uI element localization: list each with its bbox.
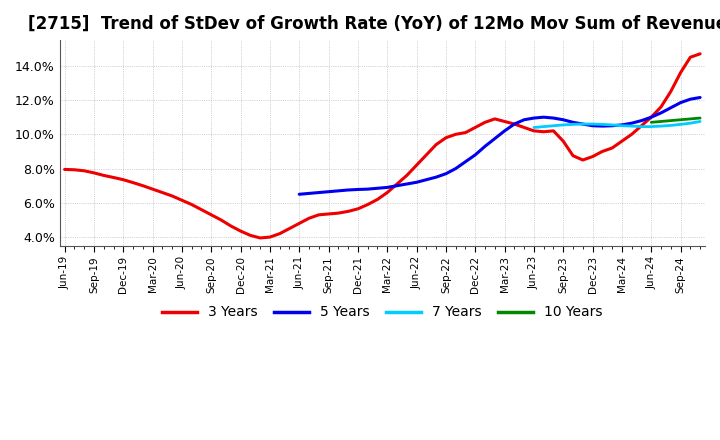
Line: 10 Years: 10 Years [651,118,700,122]
5 Years [315,190,323,195]
Line: 7 Years: 7 Years [534,121,700,128]
7 Years [608,122,616,128]
Line: 5 Years: 5 Years [300,98,700,194]
5 Years [354,187,362,192]
7 Years [578,121,587,127]
5 Years [676,100,685,105]
5 Years [667,105,675,110]
5 Years [295,192,304,197]
10 Years [647,120,655,125]
10 Years [657,119,665,124]
7 Years [647,124,655,129]
3 Years [217,217,225,223]
5 Years [364,187,372,192]
5 Years [539,114,548,120]
5 Years [647,114,655,120]
10 Years [696,115,704,121]
5 Years [569,120,577,125]
10 Years [686,116,695,121]
7 Years [676,122,685,127]
3 Years [256,235,264,241]
3 Years [344,209,353,214]
5 Years [305,191,313,196]
7 Years [588,121,597,127]
5 Years [510,121,518,127]
5 Years [392,183,401,188]
7 Years [559,122,567,128]
5 Years [520,117,528,122]
7 Years [637,124,646,129]
5 Years [481,144,490,149]
5 Years [373,186,382,191]
5 Years [618,122,626,128]
5 Years [588,123,597,128]
5 Years [471,152,480,158]
7 Years [618,123,626,128]
3 Years [696,51,704,56]
5 Years [422,177,431,182]
10 Years [676,117,685,122]
5 Years [324,189,333,194]
5 Years [441,171,450,176]
5 Years [549,115,558,121]
7 Years [598,122,607,127]
5 Years [686,96,695,102]
5 Years [559,117,567,122]
7 Years [657,124,665,129]
5 Years [461,159,469,165]
Title: [2715]  Trend of StDev of Growth Rate (YoY) of 12Mo Mov Sum of Revenues: [2715] Trend of StDev of Growth Rate (Yo… [28,15,720,33]
Legend: 3 Years, 5 Years, 7 Years, 10 Years: 3 Years, 5 Years, 7 Years, 10 Years [156,300,608,325]
7 Years [549,123,558,128]
7 Years [530,125,539,130]
5 Years [490,136,499,141]
5 Years [451,166,460,171]
3 Years [569,153,577,158]
3 Years [60,167,69,172]
3 Years [657,104,665,110]
3 Years [109,175,118,180]
5 Years [657,110,665,116]
5 Years [344,187,353,193]
5 Years [402,181,411,187]
5 Years [627,121,636,126]
5 Years [637,118,646,123]
5 Years [530,115,539,121]
5 Years [413,180,421,185]
7 Years [627,124,636,129]
Line: 3 Years: 3 Years [65,54,700,238]
10 Years [667,118,675,123]
7 Years [539,124,548,129]
5 Years [608,123,616,128]
7 Years [569,122,577,127]
5 Years [578,121,587,127]
7 Years [667,123,675,128]
5 Years [334,188,343,194]
5 Years [383,185,392,190]
3 Years [266,235,274,240]
5 Years [500,128,509,133]
7 Years [686,121,695,126]
5 Years [598,124,607,129]
7 Years [696,119,704,124]
5 Years [432,175,441,180]
5 Years [696,95,704,100]
